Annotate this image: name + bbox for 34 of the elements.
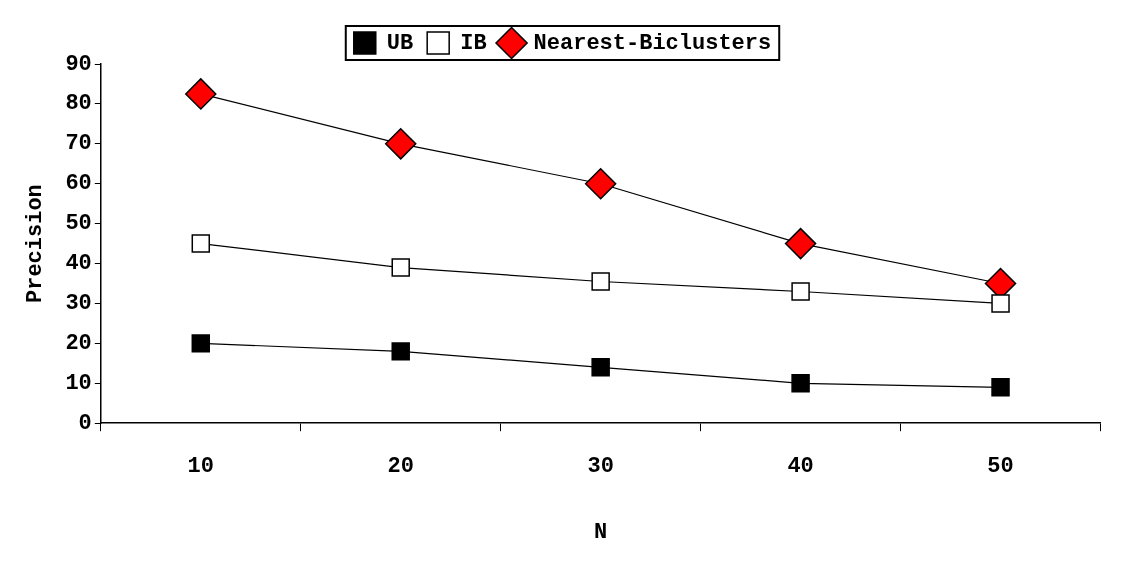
x-tick-label: 10: [187, 453, 214, 479]
x-tick-label: 30: [587, 453, 614, 479]
point: [991, 378, 1010, 397]
y-tick-label: 60: [65, 171, 92, 197]
point: [591, 272, 610, 291]
legend-label: IB: [460, 30, 487, 56]
y-tick-label: 90: [65, 51, 92, 77]
y-axis-title: Precision: [22, 184, 48, 304]
y-tick-label: 50: [65, 211, 92, 237]
x-tick-label: 40: [787, 453, 814, 479]
x-tick-label: 20: [387, 453, 414, 479]
point: [391, 342, 410, 361]
x-tick-label: 50: [987, 453, 1014, 479]
point: [991, 294, 1010, 313]
y-tick-label: 80: [65, 91, 92, 117]
point: [185, 78, 217, 110]
point: [784, 227, 817, 260]
point: [384, 128, 417, 160]
point: [791, 374, 810, 393]
legend-label: UB: [386, 30, 414, 56]
point: [584, 167, 617, 200]
y-tick-label: 10: [65, 370, 92, 396]
y-tick-label: 70: [65, 131, 92, 157]
y-tick-label: 0: [78, 410, 92, 436]
point: [391, 258, 410, 277]
point: [191, 234, 211, 253]
y-tick-label: 20: [65, 330, 92, 356]
y-tick-label: 40: [65, 251, 92, 277]
x-axis-title: N: [594, 520, 608, 546]
legend-label: Nearest-Biclusters: [533, 30, 772, 56]
point: [791, 282, 810, 301]
y-tick-label: 30: [65, 291, 92, 317]
point: [591, 358, 610, 377]
point: [191, 334, 211, 353]
